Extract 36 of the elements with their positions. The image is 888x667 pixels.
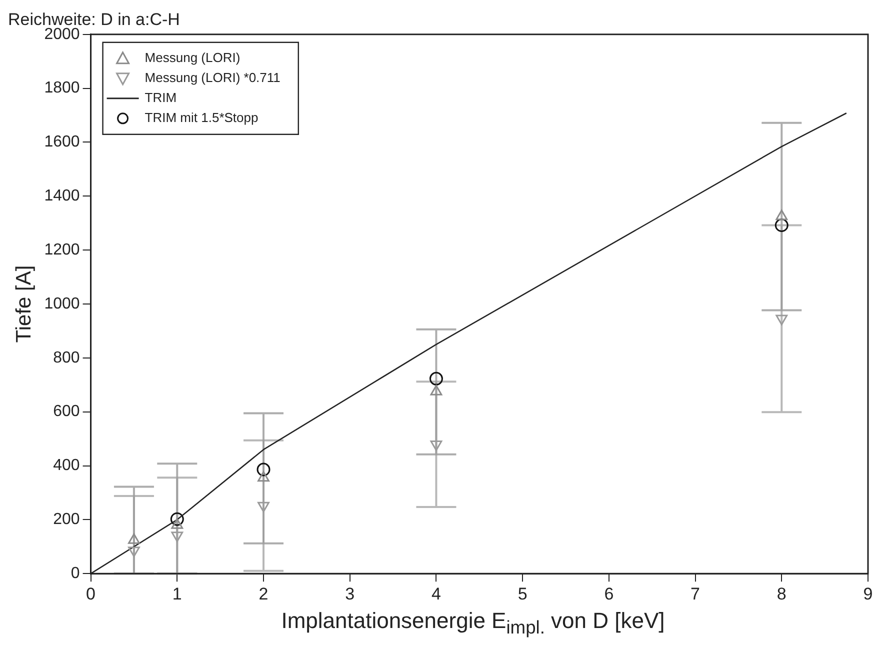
x-axis-title: Implantationsenergie E$_{impl.}$ von D [keV]	[280, 608, 666, 638]
y-tick-label: 1200	[44, 241, 80, 258]
x-tick-label: 2	[258, 584, 268, 604]
point	[256, 462, 270, 476]
y-axis-title: Tiefe [A]	[12, 265, 36, 343]
y-tick-label: 200	[53, 511, 80, 528]
y-tick-label: 1600	[44, 134, 80, 151]
x-tick-label: 7	[690, 584, 700, 604]
legend-label: Messung (LORI)	[144, 50, 240, 65]
y-tick-label: 600	[53, 403, 80, 420]
x-tick-label: 8	[776, 584, 786, 604]
point	[430, 440, 442, 451]
legend-label: Messung (LORI) *0.711	[144, 70, 280, 85]
x-tick-label: 9	[863, 584, 873, 604]
x-tick-label: 4	[431, 584, 441, 604]
point	[776, 314, 788, 326]
point	[171, 532, 184, 542]
y-tick-label: 1000	[44, 295, 80, 312]
point	[128, 546, 140, 558]
point	[170, 512, 184, 526]
point	[258, 502, 270, 512]
x-tick-label: 1	[172, 584, 182, 604]
y-tick-label: 800	[53, 349, 80, 366]
x-tick-label: 3	[345, 584, 355, 604]
point	[776, 210, 788, 220]
legend-label: TRIM mit 1.5*Stopp	[144, 110, 258, 125]
x-tick-label: 0	[86, 584, 96, 604]
point	[774, 218, 788, 232]
y-tick-label: 1400	[44, 188, 80, 205]
x-tick-label: 5	[518, 584, 528, 604]
x-tick-label: 6	[604, 584, 614, 604]
y-tick-label: 0	[70, 565, 80, 582]
y-tick-label: 1800	[44, 80, 80, 97]
y-tick-label: 400	[53, 457, 80, 474]
legend-label: TRIM	[144, 90, 177, 105]
point	[429, 372, 443, 386]
